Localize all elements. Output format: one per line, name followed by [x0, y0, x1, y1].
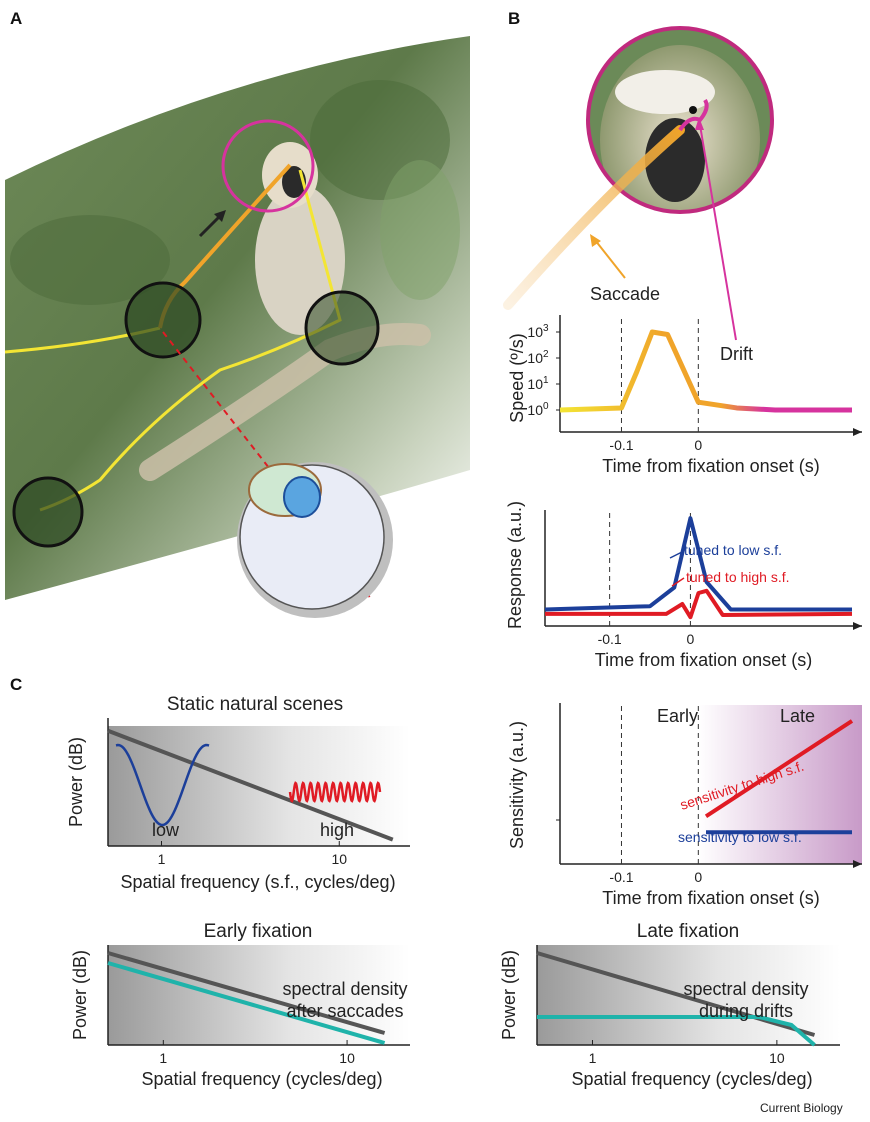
x-tick-label: 10 [339, 1050, 355, 1066]
x-axis-label: Time from fixation onset (s) [602, 456, 819, 476]
x-axis-arrow [853, 860, 862, 868]
legend-pointer [671, 577, 685, 587]
x-axis-label: Time from fixation onset (s) [595, 650, 812, 670]
x-axis-label: Spatial frequency (cycles/deg) [571, 1069, 812, 1089]
saccade-label: Saccade [590, 284, 660, 304]
y-axis-label: Power (dB) [499, 950, 519, 1040]
x-tick-label: 0 [694, 437, 702, 453]
y-axis-label: Power (dB) [66, 737, 86, 827]
x-tick-label: 10 [769, 1050, 785, 1066]
y-axis-label: Sensitivity (a.u.) [507, 721, 527, 849]
x-tick-label: 0 [694, 869, 702, 885]
y-axis-label: Speed (º/s) [507, 333, 527, 423]
panel-letter-a: A [10, 9, 22, 28]
drift-label-group: Drift [695, 117, 753, 364]
chart-speed: -0.1 0 100 101 102 103 Time from fixation onse… [507, 315, 862, 476]
response-series-line [545, 588, 853, 620]
legend-high-sf: tuned to high s.f. [686, 569, 790, 585]
x-axis-label: Spatial frequency (cycles/deg) [141, 1069, 382, 1089]
x-tick-label: -0.1 [598, 631, 622, 647]
spectral-legend-line1: spectral density [282, 979, 407, 999]
x-tick-label: 1 [589, 1050, 597, 1066]
region-label-late: Late [780, 706, 815, 726]
panel-a-scene [5, 36, 470, 600]
power-spectrum-line [107, 951, 386, 1035]
y-axis-label: Power (dB) [70, 950, 90, 1040]
power-spectrum-line [107, 728, 394, 842]
spectral-legend-line2: after saccades [286, 1001, 403, 1021]
journal-credit: Current Biology [760, 1101, 843, 1115]
x-axis-arrow [853, 622, 862, 630]
legend-low-sf: tuned to low s.f. [684, 542, 782, 558]
x-tick-label: 0 [687, 631, 695, 647]
low-label: low [152, 820, 180, 840]
drift-label: Drift [720, 344, 753, 364]
saccade-direction-arrow [198, 210, 226, 238]
x-axis-arrow [853, 428, 862, 436]
speed-series-line [559, 329, 852, 413]
label-low-sf: sensitivity to low s.f. [678, 829, 802, 845]
region-label-early: Early [657, 706, 698, 726]
fixation-circle-right [304, 290, 380, 366]
y-tick-label: 100 [527, 401, 549, 418]
spectral-legend-line2: during drifts [699, 1001, 793, 1021]
y-tick-label: 101 [527, 375, 549, 392]
panel-b-zoom [503, 26, 774, 310]
y-axis-label: Response (a.u.) [505, 501, 525, 629]
chart-title: Static natural scenes [167, 694, 343, 715]
fixation-circle-face [221, 119, 315, 213]
y-tick-label: 103 [527, 323, 549, 340]
high-sf-wave [288, 781, 382, 803]
legend-pointer [669, 551, 683, 559]
x-tick-label: 10 [331, 851, 347, 867]
sensitivity-series-line [704, 719, 854, 818]
eyeball-illustration [237, 462, 393, 618]
response-series-line [544, 516, 852, 612]
low-sf-wave [115, 743, 210, 827]
chart-title: Early fixation [204, 921, 313, 942]
saccade-label-group: Saccade [590, 234, 660, 304]
x-tick-label: 1 [159, 1050, 167, 1066]
spectral-density-line [537, 1015, 816, 1047]
panel-letter-b: B [508, 9, 520, 28]
fixation-circle-left [124, 281, 202, 359]
panel-letter-c: C [10, 675, 22, 694]
chart-title: Late fixation [637, 921, 739, 942]
x-axis-label: Time from fixation onset (s) [602, 888, 819, 908]
x-tick-label: -0.1 [609, 437, 633, 453]
gaze-line [162, 331, 373, 601]
y-tick-label: 102 [527, 349, 549, 366]
x-tick-label: 1 [158, 851, 166, 867]
chart-response: -0.1 0 tuned to low s.f. tuned to high s.f.… [505, 501, 862, 670]
x-axis-label: Spatial frequency (s.f., cycles/deg) [120, 872, 395, 892]
fixation-circle-bottom [12, 476, 84, 548]
spectral-density-line [107, 961, 386, 1045]
spectral-legend-line1: spectral density [683, 979, 808, 999]
x-tick-label: -0.1 [609, 869, 633, 885]
high-label: high [320, 820, 354, 840]
chart-static-scenes: Static natural scenes 1 10 low high Spatial f… [66, 694, 410, 892]
